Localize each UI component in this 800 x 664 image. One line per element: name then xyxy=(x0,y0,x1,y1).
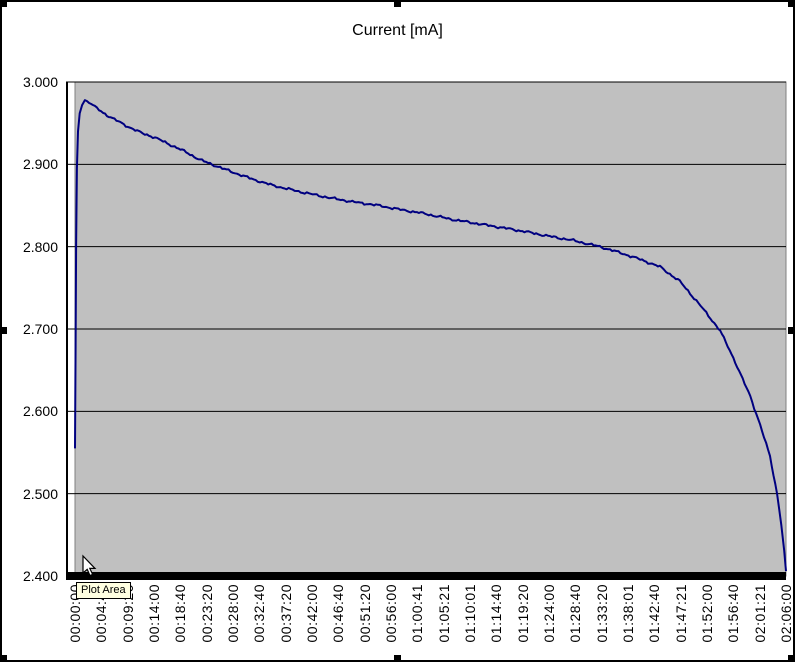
x-axis-tick-label[interactable]: 01:10:01 xyxy=(462,584,478,643)
x-axis-tick-label[interactable]: 00:18:40 xyxy=(172,584,189,643)
x-axis-tick-label[interactable]: 01:28:40 xyxy=(567,584,584,643)
y-axis-tick-label[interactable]: 2.600 xyxy=(22,403,58,420)
x-axis-tick-label[interactable]: 00:51:20 xyxy=(356,584,373,643)
x-axis-tick-label[interactable]: 02:01:21 xyxy=(751,584,768,643)
x-axis-tick-label[interactable]: 01:19:20 xyxy=(514,584,531,643)
y-axis-tick-label[interactable]: 2.500 xyxy=(22,485,58,502)
mouse-cursor-icon xyxy=(82,554,97,577)
x-axis-tick-label[interactable]: 01:05:21 xyxy=(435,584,452,643)
selection-handle-middle-left[interactable] xyxy=(0,327,7,334)
selection-handle-middle-right[interactable] xyxy=(788,327,795,334)
y-axis-tick-label[interactable]: 2.700 xyxy=(22,321,58,337)
selection-handle-bottom-middle[interactable] xyxy=(394,655,401,662)
x-axis-line[interactable] xyxy=(66,572,786,580)
x-axis-tick-label[interactable]: 00:37:20 xyxy=(277,584,294,643)
x-axis-tick-label[interactable]: 01:33:20 xyxy=(593,584,610,643)
x-axis-tick-label[interactable]: 01:56:40 xyxy=(725,584,742,643)
x-axis-tick-label[interactable]: 00:28:00 xyxy=(225,584,241,643)
x-axis-tick-label[interactable]: 01:24:00 xyxy=(541,584,557,643)
y-axis-line[interactable] xyxy=(66,82,68,580)
x-axis-tick-label[interactable]: 00:23:20 xyxy=(198,584,215,643)
y-axis-tick-label[interactable]: 2.400 xyxy=(22,568,58,584)
selection-handle-bottom-right[interactable] xyxy=(788,655,795,662)
series-line[interactable] xyxy=(74,99,787,572)
x-axis-tick-label[interactable]: 01:38:01 xyxy=(620,584,636,643)
x-axis-tick-label[interactable]: 00:46:40 xyxy=(330,584,347,643)
x-axis-tick-label[interactable]: 01:47:21 xyxy=(672,584,689,643)
y-axis-tick-label[interactable]: 2.800 xyxy=(22,238,58,255)
selection-handle-bottom-left[interactable] xyxy=(0,655,7,662)
x-axis-tick-label[interactable]: 00:42:00 xyxy=(304,584,320,643)
x-axis-tick-label[interactable]: 01:42:40 xyxy=(646,584,663,643)
x-axis-tick-label[interactable]: 02:06:00 xyxy=(778,584,794,643)
x-axis-tick-label[interactable]: 01:00:41 xyxy=(409,584,426,643)
x-axis-tick-label[interactable]: 00:14:00 xyxy=(146,584,162,643)
plot-area-tooltip: Plot Area xyxy=(76,582,131,599)
x-axis-tick-label[interactable]: 00:56:00 xyxy=(383,584,399,643)
selection-handle-top-middle[interactable] xyxy=(394,0,401,7)
chart-title[interactable]: Current [mA] xyxy=(352,22,443,39)
y-axis-tick-label[interactable]: 2.900 xyxy=(22,156,58,173)
selection-handle-top-right[interactable] xyxy=(788,0,795,7)
y-axis-tick-label[interactable]: 3.000 xyxy=(22,74,58,90)
x-axis-tick-label[interactable]: 01:52:00 xyxy=(699,584,715,643)
x-axis-tick-label[interactable]: 00:32:40 xyxy=(251,584,268,643)
x-axis-tick-label[interactable]: 01:14:40 xyxy=(488,584,505,643)
selection-handle-top-left[interactable] xyxy=(0,0,7,7)
